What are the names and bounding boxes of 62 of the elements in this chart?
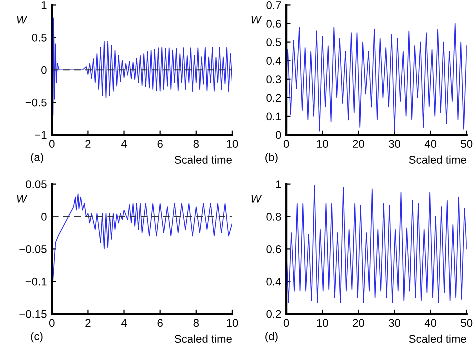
y-tick-label: −0.1 — [26, 278, 47, 286]
y-tick-label: 0.2 — [266, 94, 282, 102]
x-axis-title: Scaled time — [409, 334, 466, 344]
x-tick-label: 50 — [461, 319, 473, 328]
line-series — [286, 186, 467, 304]
y-tick-label: −0.5 — [26, 98, 47, 107]
x-tick-label: 10 — [317, 319, 328, 328]
y-tick-label: 0.1 — [266, 112, 282, 121]
y-tick-label: 0.4 — [266, 57, 282, 65]
x-tick-label: 20 — [353, 140, 364, 148]
y-tick-label: 0.7 — [266, 2, 282, 10]
y-axis-title: W — [252, 195, 262, 203]
y-tick-label: 0.05 — [26, 180, 47, 188]
x-axis-title: Scaled time — [174, 334, 232, 344]
y-tick-label: 0.2 — [266, 310, 282, 318]
y-axis-title: W — [17, 195, 28, 203]
x-axis-title: Scaled time — [174, 156, 232, 164]
y-axis-title: W — [252, 16, 262, 24]
y-tick-label: 0.8 — [266, 213, 282, 221]
y-tick-label: 1 — [42, 2, 47, 10]
x-tick-label: 0 — [49, 140, 55, 148]
y-tick-label: 0 — [276, 131, 282, 140]
x-tick-label: 0 — [49, 319, 55, 328]
y-tick-label: 0.5 — [266, 38, 282, 46]
x-tick-label: 6 — [158, 319, 163, 328]
x-tick-label: 10 — [227, 319, 238, 328]
x-tick-label: 4 — [121, 319, 128, 328]
x-tick-label: 0 — [284, 319, 290, 328]
x-tick-label: 6 — [158, 140, 163, 148]
text: (b) — [266, 153, 278, 164]
x-tick-label: 0 — [284, 140, 290, 148]
x-tick-label: 10 — [317, 140, 328, 148]
y-tick-label: 0.4 — [266, 278, 282, 286]
x-tick-label: 20 — [353, 319, 364, 328]
x-tick-label: 30 — [389, 140, 401, 148]
x-tick-label: 8 — [194, 140, 200, 148]
x-tick-label: 8 — [194, 319, 200, 328]
x-tick-label: 30 — [389, 319, 401, 328]
x-tick-label: 50 — [461, 140, 473, 148]
line-series — [286, 23, 467, 132]
line-series — [52, 194, 232, 282]
y-tick-label: −0.05 — [20, 245, 47, 254]
y-tick-label: 0.3 — [266, 76, 282, 84]
y-tick-label: 0.6 — [266, 20, 282, 28]
x-tick-label: 4 — [121, 140, 128, 148]
y-tick-label: 0.5 — [32, 34, 47, 42]
x-tick-label: 2 — [86, 319, 91, 328]
y-tick-label: −1 — [35, 131, 47, 140]
x-tick-label: 40 — [424, 140, 437, 148]
y-tick-label: −0.15 — [20, 310, 47, 318]
y-tick-label: 0.6 — [266, 245, 282, 254]
x-tick-label: 40 — [424, 319, 437, 328]
y-tick-label: 0 — [42, 66, 47, 74]
text: (d) — [266, 332, 278, 343]
x-tick-label: 10 — [227, 140, 238, 148]
y-tick-label: 1 — [276, 180, 282, 188]
text: (c) — [31, 332, 43, 343]
y-tick-label: 0 — [42, 213, 47, 221]
x-tick-label: 2 — [86, 140, 91, 148]
x-axis-title: Scaled time — [409, 156, 466, 164]
y-axis-title: W — [17, 16, 28, 24]
text: (a) — [31, 153, 44, 164]
